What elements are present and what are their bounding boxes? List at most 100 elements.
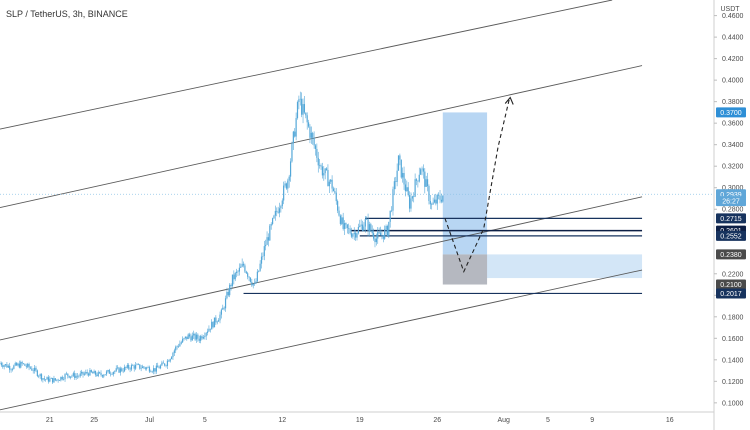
candle-body [54, 378, 56, 381]
x-tick-label: 5 [203, 417, 207, 424]
candle-body [245, 271, 247, 274]
candle-body [27, 363, 29, 367]
candle-body [188, 334, 191, 337]
candle-body [170, 357, 173, 360]
candle-body [321, 166, 324, 176]
candle-body [165, 365, 167, 367]
candle-body [68, 375, 70, 378]
candle-body [343, 223, 346, 229]
candle-body [328, 181, 330, 187]
candle-body [114, 370, 116, 373]
candle-body [438, 195, 440, 196]
candle-body [53, 378, 55, 383]
candle-body [403, 172, 405, 185]
candle-body [231, 274, 234, 286]
candle-body [244, 265, 246, 272]
candle-body [136, 364, 138, 365]
x-tick-label: 5 [546, 417, 550, 424]
candle-body [190, 336, 192, 341]
candle-body [36, 370, 38, 377]
candle-body [212, 321, 214, 328]
candle-body [216, 321, 218, 323]
y-tick-label: 0.3400 [722, 142, 744, 149]
candle-body [397, 155, 400, 171]
candle-body [431, 204, 433, 205]
candle-body [2, 365, 4, 367]
candle-body [67, 373, 69, 376]
candle-body [132, 365, 134, 366]
price-tag [716, 230, 746, 241]
candle-body [389, 210, 391, 222]
candle-body [193, 333, 195, 336]
candle-body [143, 366, 145, 368]
candle-body [128, 365, 130, 369]
candle-body [222, 307, 224, 310]
y-tick-label: 0.1000 [722, 400, 744, 407]
candle-body [240, 266, 242, 268]
candle-body [255, 281, 257, 284]
candle-body [314, 145, 317, 150]
candle-body [79, 373, 81, 377]
candle-body [349, 228, 351, 234]
candle-body [164, 363, 166, 366]
candle-body [346, 224, 348, 229]
candle-body [215, 317, 217, 323]
candle-body [166, 360, 169, 366]
candle-body [206, 331, 209, 333]
price-tag [716, 249, 746, 260]
candle-body [316, 149, 318, 158]
candle-body [238, 267, 240, 272]
candle-body [331, 179, 333, 189]
candle-body [313, 137, 315, 146]
candle-body [81, 371, 83, 374]
candle-body [85, 372, 87, 374]
candle-body [270, 223, 272, 226]
candle-body [241, 263, 243, 267]
candle-body [107, 370, 109, 372]
candle-body [6, 364, 8, 368]
candle-body [266, 237, 268, 245]
candle-body [334, 191, 336, 193]
candle-body [400, 159, 402, 178]
candle-body [440, 199, 443, 202]
candle-body [267, 237, 270, 241]
candle-body [218, 320, 220, 322]
candle-body [10, 369, 12, 371]
y-tick-label: 0.2200 [722, 271, 744, 278]
candle-body [58, 380, 61, 381]
candle-body [421, 168, 423, 170]
candle-body [327, 169, 329, 187]
projection-line [444, 99, 510, 274]
candle-body [92, 372, 94, 374]
candle-body [90, 370, 92, 373]
price-tags: 0.37000.293926:270.27150.26010.25520.238… [716, 107, 746, 299]
candle-body [301, 98, 303, 115]
candle-body [198, 338, 200, 341]
candle-body [283, 185, 285, 201]
candle-body [86, 372, 88, 374]
candle-body [159, 365, 162, 369]
candle-body [425, 179, 427, 187]
candle-body [126, 365, 128, 368]
candle-body [386, 225, 389, 237]
candle-body [285, 183, 288, 189]
candle-body [237, 271, 239, 273]
x-tick-label: Aug [497, 417, 510, 424]
candle-body [94, 371, 97, 375]
price-tag [716, 279, 746, 290]
candle-body [252, 283, 254, 286]
candle-body [227, 291, 229, 296]
price-tag-label: 0.2380 [720, 252, 742, 259]
candle-body [43, 378, 45, 380]
level-lines [0, 193, 714, 295]
candle-body [35, 367, 37, 371]
candle-body [74, 373, 76, 378]
candle-body [211, 321, 213, 330]
candle-body [415, 179, 418, 181]
candle-body [57, 379, 59, 381]
candle-body [310, 132, 312, 138]
time-axis[interactable]: 21 25 Jul 5 12 19 26 Aug 5 9 16 [0, 411, 714, 424]
candle-body [317, 157, 319, 166]
candle-body [224, 298, 227, 309]
